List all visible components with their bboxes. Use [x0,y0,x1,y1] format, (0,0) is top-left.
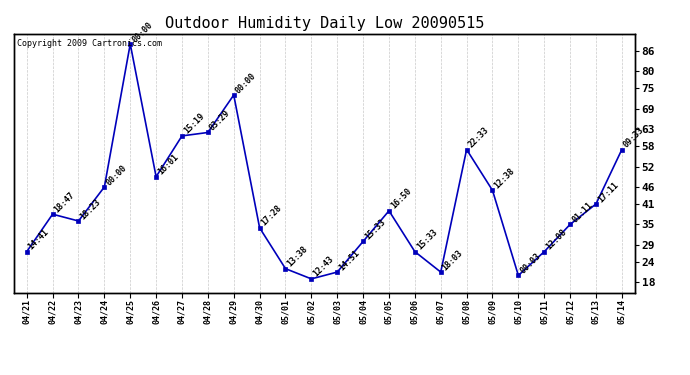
Text: 16:01: 16:01 [156,153,180,177]
Text: 14:41: 14:41 [27,228,51,252]
Text: 14:51: 14:51 [337,248,362,272]
Text: 13:38: 13:38 [286,244,310,268]
Text: 15:33: 15:33 [363,217,387,242]
Text: 15:33: 15:33 [415,228,439,252]
Text: 22:33: 22:33 [466,126,491,150]
Text: Copyright 2009 Cartronics.com: Copyright 2009 Cartronics.com [17,39,162,48]
Text: 15:19: 15:19 [182,112,206,136]
Text: 12:43: 12:43 [311,255,335,279]
Text: 16:50: 16:50 [389,187,413,211]
Text: 09:33: 09:33 [622,126,646,150]
Text: 12:38: 12:38 [493,166,517,190]
Text: 18:47: 18:47 [52,190,77,214]
Text: 03:29: 03:29 [208,108,232,132]
Text: 17:28: 17:28 [259,204,284,228]
Text: 18:03: 18:03 [441,248,465,272]
Text: 01:11: 01:11 [570,200,594,224]
Text: 00:00: 00:00 [130,20,155,44]
Text: 00:00: 00:00 [234,71,258,95]
Text: 00:00: 00:00 [104,163,128,187]
Text: 17:11: 17:11 [596,180,620,204]
Text: 18:23: 18:23 [79,197,103,221]
Text: 12:08: 12:08 [544,228,569,252]
Title: Outdoor Humidity Daily Low 20090515: Outdoor Humidity Daily Low 20090515 [165,16,484,31]
Text: 00:03: 00:03 [518,251,542,276]
